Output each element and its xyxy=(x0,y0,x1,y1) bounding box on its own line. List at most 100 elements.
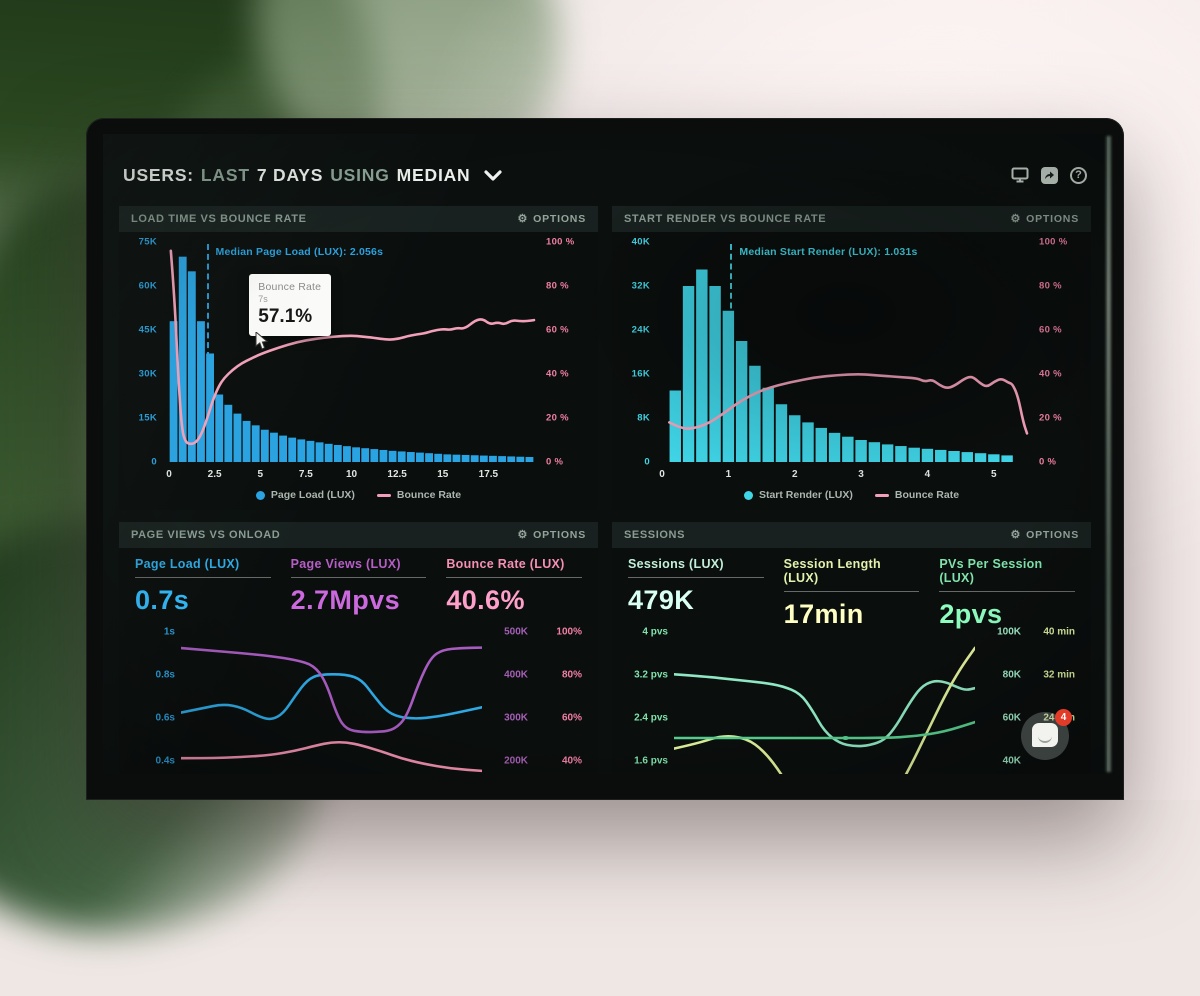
y-axis-right: 100 %80 %60 %40 %20 %0 % xyxy=(540,242,586,462)
y-axis-tick-label: 0.4s xyxy=(156,756,175,767)
x-axis-tick-label: 0 xyxy=(659,469,665,480)
panel-grid: LOAD TIME VS BOUNCE RATE ⚙ OPTIONS Bounc… xyxy=(119,206,1091,774)
panel-start-render-vs-bounce-rate: START RENDER VS BOUNCE RATE ⚙ OPTIONS 40… xyxy=(612,206,1091,510)
histogram-svg xyxy=(169,242,534,462)
legend-dot-marker xyxy=(744,491,753,500)
y-axis-tick-pair: 400K 80% xyxy=(486,670,582,681)
y-axis-right: 100 %80 %60 %40 %20 %0 % xyxy=(1033,242,1079,462)
metric-bounce-rate: Bounce Rate (LUX) 40.6% xyxy=(446,557,582,624)
y-axis-tick-label: 16K xyxy=(632,369,650,380)
histogram-bar xyxy=(776,404,787,462)
legend: Page Load (LUX) Bounce Rate xyxy=(119,482,598,508)
median-marker-line xyxy=(730,244,732,328)
series-line xyxy=(674,648,975,774)
histogram-bar xyxy=(922,449,933,462)
y-axis-tick-label: 40 % xyxy=(546,369,569,380)
y-axis-tick-label: 0 % xyxy=(546,457,563,468)
share-icon[interactable] xyxy=(1041,167,1058,184)
gear-icon: ⚙ xyxy=(517,530,528,541)
metric-label: Session Length (LUX) xyxy=(784,557,920,585)
x-axis-tick-label: 12.5 xyxy=(387,469,406,480)
histogram-bar xyxy=(471,455,479,462)
panel-load-time-vs-bounce-rate: LOAD TIME VS BOUNCE RATE ⚙ OPTIONS Bounc… xyxy=(119,206,598,510)
metric-page-views: Page Views (LUX) 2.7Mpvs xyxy=(291,557,427,624)
tooltip-subtitle: 7s xyxy=(258,294,322,304)
histogram-bar xyxy=(215,395,223,462)
chevron-down-icon[interactable] xyxy=(484,170,502,181)
line-chart-svg xyxy=(181,626,482,774)
options-button[interactable]: ⚙ OPTIONS xyxy=(1010,529,1079,541)
y-axis-tick-label: 400K xyxy=(488,670,528,681)
metrics-row: Sessions (LUX) 479K Session Length (LUX)… xyxy=(612,548,1091,624)
histogram-bar xyxy=(443,454,451,462)
title-segment: LAST xyxy=(201,165,250,186)
chat-smile xyxy=(1038,736,1052,743)
help-icon[interactable]: ? xyxy=(1070,167,1087,184)
options-button[interactable]: ⚙ OPTIONS xyxy=(517,213,586,225)
y-axis-tick-label: 100K xyxy=(981,627,1021,638)
x-axis-tick-label: 2.5 xyxy=(208,469,222,480)
y-axis-tick-label: 100 % xyxy=(546,237,574,248)
legend-label: Page Load (LUX) xyxy=(271,489,355,501)
options-button[interactable]: ⚙ OPTIONS xyxy=(517,529,586,541)
screen: USERS: LAST 7 DAYS USING MEDIAN xyxy=(103,134,1107,774)
chat-launcher-button[interactable]: 4 xyxy=(1021,712,1069,760)
gear-icon: ⚙ xyxy=(1010,530,1021,541)
y-axis-tick-label: 60 % xyxy=(1039,325,1062,336)
histogram-bar xyxy=(352,447,360,462)
metric-label: Page Load (LUX) xyxy=(135,557,271,571)
options-button[interactable]: ⚙ OPTIONS xyxy=(1010,213,1079,225)
histogram-bar xyxy=(489,456,497,462)
series-line xyxy=(181,742,482,771)
y-axis-tick-label: 40 % xyxy=(1039,369,1062,380)
y-axis-tick-label: 100 % xyxy=(1039,237,1067,248)
y-axis-tick-label: 2.4 pvs xyxy=(634,713,668,724)
x-axis-tick-label: 7.5 xyxy=(299,469,313,480)
histogram-bar xyxy=(270,433,278,462)
metric-divider xyxy=(446,577,582,578)
y-axis-tick-label: 300K xyxy=(488,713,528,724)
hover-tooltip: Bounce Rate 7s 57.1% xyxy=(249,274,331,336)
y-axis-tick-label: 32K xyxy=(632,281,650,292)
histogram-bar xyxy=(882,444,893,462)
histogram-bar xyxy=(749,366,760,462)
x-axis-tick-label: 5 xyxy=(991,469,997,480)
histogram-bar xyxy=(480,456,488,462)
tooltip-title: Bounce Rate xyxy=(258,281,322,293)
y-axis-tick-label: 60K xyxy=(139,281,157,292)
panel-header: PAGE VIEWS VS ONLOAD ⚙ OPTIONS xyxy=(119,522,598,548)
y-axis-tick-label: 8K xyxy=(637,413,650,424)
metric-divider xyxy=(291,577,427,578)
plot-area: Median Page Load (LUX): 2.056s xyxy=(169,242,534,462)
histogram-bar xyxy=(380,450,388,462)
histogram-bar xyxy=(842,437,853,462)
y-axis-tick-label: 40K xyxy=(632,237,650,248)
x-axis-tick-label: 10 xyxy=(346,469,357,480)
y-axis-tick-label: 40% xyxy=(538,756,582,767)
dashboard: USERS: LAST 7 DAYS USING MEDIAN xyxy=(103,134,1107,774)
y-axis-tick-pair: 40K xyxy=(979,756,1075,767)
y-axis-tick-label: 60 % xyxy=(546,325,569,336)
screen-reflection xyxy=(1106,136,1111,772)
legend-dash-marker xyxy=(875,494,889,497)
metric-divider xyxy=(628,577,764,578)
histogram-bar xyxy=(407,452,415,462)
metric-label: Sessions (LUX) xyxy=(628,557,764,571)
display-icon[interactable] xyxy=(1011,167,1029,183)
y-axis-tick-label: 80% xyxy=(538,670,582,681)
x-axis-tick-label: 5 xyxy=(257,469,263,480)
y-axis-tick-label: 0 xyxy=(644,457,650,468)
legend-label: Bounce Rate xyxy=(397,489,461,501)
metrics-row: Page Load (LUX) 0.7s Page Views (LUX) 2.… xyxy=(119,548,598,624)
legend-item: Page Load (LUX) xyxy=(256,489,355,501)
panel-page-views-vs-onload: PAGE VIEWS VS ONLOAD ⚙ OPTIONS Page Load… xyxy=(119,522,598,774)
histogram-bar xyxy=(188,271,196,462)
